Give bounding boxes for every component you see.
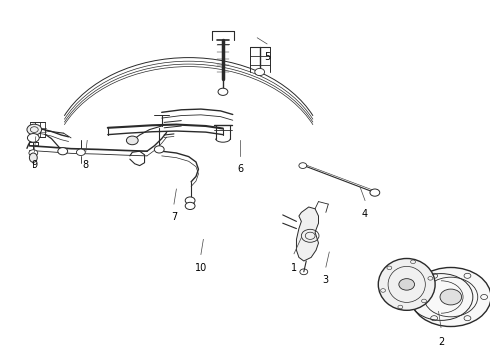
Circle shape [76, 149, 85, 156]
Circle shape [27, 134, 39, 142]
Text: 1: 1 [291, 263, 297, 273]
Circle shape [440, 289, 462, 305]
Circle shape [399, 279, 415, 290]
Text: 5: 5 [264, 52, 270, 62]
Circle shape [299, 163, 307, 168]
Text: 4: 4 [362, 209, 368, 219]
Circle shape [58, 148, 68, 155]
Circle shape [29, 150, 38, 156]
Circle shape [411, 267, 490, 327]
Polygon shape [296, 207, 318, 261]
Text: 8: 8 [83, 160, 89, 170]
Text: 9: 9 [31, 160, 37, 170]
Text: 2: 2 [438, 337, 444, 347]
Circle shape [185, 197, 195, 204]
Ellipse shape [29, 153, 37, 162]
Text: 10: 10 [195, 263, 207, 273]
Ellipse shape [378, 258, 435, 310]
Text: 6: 6 [237, 164, 243, 174]
Circle shape [370, 189, 380, 196]
Circle shape [27, 124, 42, 135]
Circle shape [126, 136, 138, 145]
Circle shape [255, 68, 265, 76]
Text: 7: 7 [171, 212, 177, 222]
Text: 3: 3 [323, 275, 329, 285]
Circle shape [154, 146, 164, 153]
Circle shape [218, 88, 228, 95]
Circle shape [185, 202, 195, 210]
